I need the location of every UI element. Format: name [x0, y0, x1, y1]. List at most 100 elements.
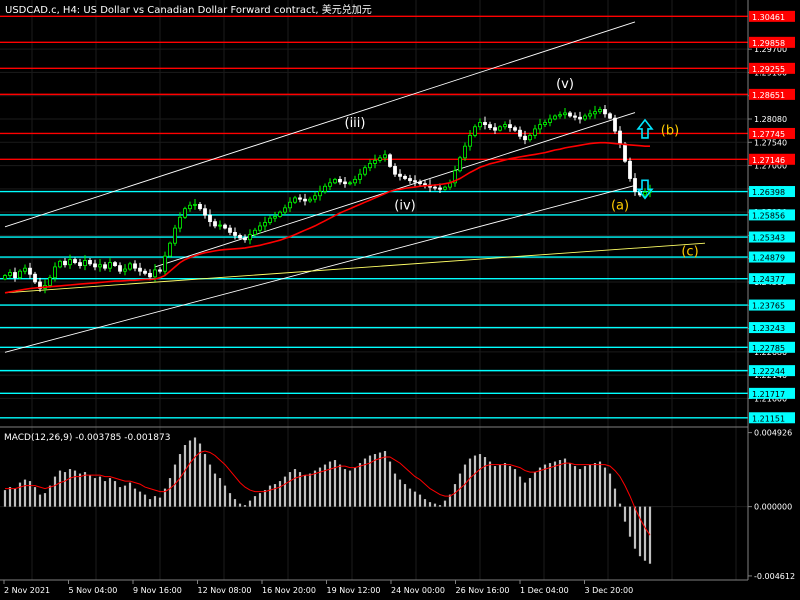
- support-level-box: [749, 186, 795, 198]
- support-level-label: 1.25856: [752, 211, 785, 220]
- candle-body: [563, 112, 567, 116]
- time-tick-label: 16 Nov 20:00: [262, 586, 316, 595]
- candle-body: [618, 130, 622, 145]
- support-level-box: [749, 231, 795, 243]
- candle-body: [313, 195, 317, 200]
- candle-body: [158, 269, 162, 272]
- candle-body: [408, 178, 412, 182]
- candle-body: [153, 269, 157, 278]
- candle-body: [583, 115, 587, 120]
- candle-body: [268, 217, 272, 223]
- candle-body: [303, 198, 307, 202]
- support-level-label: 1.22785: [752, 344, 785, 353]
- macd-signal-line: [5, 450, 651, 536]
- resistance-level-label: 1.27745: [752, 130, 785, 139]
- moving-average: [4, 141, 650, 294]
- resistance-level-box: [749, 36, 795, 48]
- candle-body: [558, 114, 562, 117]
- price-tick-label: 1.21600: [754, 394, 787, 403]
- resistance-level-box: [749, 88, 795, 100]
- candle-body: [128, 263, 132, 270]
- candle-body: [543, 122, 547, 126]
- candle-body: [213, 221, 217, 227]
- candle-body: [453, 170, 457, 184]
- candle-body: [138, 267, 142, 272]
- candle-body: [8, 272, 12, 276]
- candle-body: [223, 224, 227, 229]
- candle-body: [573, 115, 577, 118]
- candle-body: [458, 157, 462, 172]
- candle-body: [393, 166, 397, 175]
- time-tick-label: 5 Nov 04:00: [69, 586, 118, 595]
- candle-body: [48, 277, 52, 286]
- candle-body: [328, 182, 332, 187]
- candle-body: [183, 208, 187, 218]
- macd-axis: 0.004926 0.000000 -0.004612: [748, 429, 795, 581]
- candle-body: [243, 237, 247, 241]
- support-level-label: 1.22244: [752, 367, 785, 376]
- candle-body: [123, 268, 127, 272]
- candle-body: [188, 204, 192, 210]
- candle-body: [13, 272, 17, 279]
- candle-body: [93, 263, 97, 268]
- price-grid: [0, 0, 748, 580]
- resistance-level-box: [749, 62, 795, 74]
- ma-line: [4, 141, 650, 294]
- support-level-box: [749, 299, 795, 311]
- candle-body: [233, 232, 237, 236]
- candle-body: [333, 178, 337, 184]
- candle-body: [413, 180, 417, 183]
- candle-body: [478, 122, 482, 128]
- candle-body: [388, 154, 392, 167]
- support-level-box: [749, 251, 795, 263]
- candle-body: [3, 275, 7, 280]
- candle-body: [133, 263, 137, 269]
- candle-body: [508, 124, 512, 129]
- price-tick-label: 1.29700: [754, 45, 787, 54]
- candle-body: [378, 157, 382, 161]
- candle-body: [293, 197, 297, 203]
- support-level-label: 1.26398: [752, 188, 785, 197]
- candle-body: [513, 127, 517, 131]
- candle-body: [63, 260, 67, 266]
- candle-body: [493, 127, 497, 131]
- candle-body: [338, 178, 342, 183]
- time-tick-label: 26 Nov 16:00: [456, 586, 510, 595]
- wave-annotations: (iii) (iv) (v) (b) (a) (c): [345, 77, 699, 259]
- candle-body: [538, 124, 542, 130]
- wave-label: (iv): [394, 199, 415, 214]
- candle-body: [473, 126, 477, 136]
- candle-body: [23, 267, 27, 272]
- time-tick-label: 9 Nov 16:00: [133, 586, 182, 595]
- candle-body: [193, 203, 197, 206]
- support-level-label: 1.23243: [752, 324, 785, 333]
- candle-body: [443, 186, 447, 190]
- candle-body: [463, 145, 467, 159]
- candle-body: [523, 135, 527, 141]
- candle-body: [163, 255, 167, 272]
- candle-body: [383, 154, 387, 159]
- support-level-label: 1.24879: [752, 254, 785, 263]
- price-tick-label: 1.27540: [754, 138, 787, 147]
- candle-body: [103, 264, 107, 269]
- candle-body: [498, 126, 502, 131]
- support-level-box: [749, 209, 795, 221]
- candle-body: [148, 272, 152, 278]
- candle-body: [173, 227, 177, 244]
- macd-tick-label: 0.000000: [754, 503, 792, 512]
- macd-signal-path: [5, 450, 651, 536]
- resistance-level-label: 1.27146: [752, 156, 785, 165]
- wave-label: (iii): [345, 116, 366, 131]
- support-level-box: [749, 322, 795, 334]
- candle-body: [593, 111, 597, 115]
- candle-body: [58, 260, 62, 268]
- candle-body: [308, 198, 312, 202]
- candle-body: [28, 267, 32, 275]
- time-tick-label: 3 Dec 20:00: [585, 586, 634, 595]
- candle-body: [343, 181, 347, 185]
- candle-body: [353, 178, 357, 184]
- candle-body: [248, 234, 252, 241]
- time-tick-label: 19 Nov 12:00: [327, 586, 381, 595]
- candle-body: [73, 259, 77, 263]
